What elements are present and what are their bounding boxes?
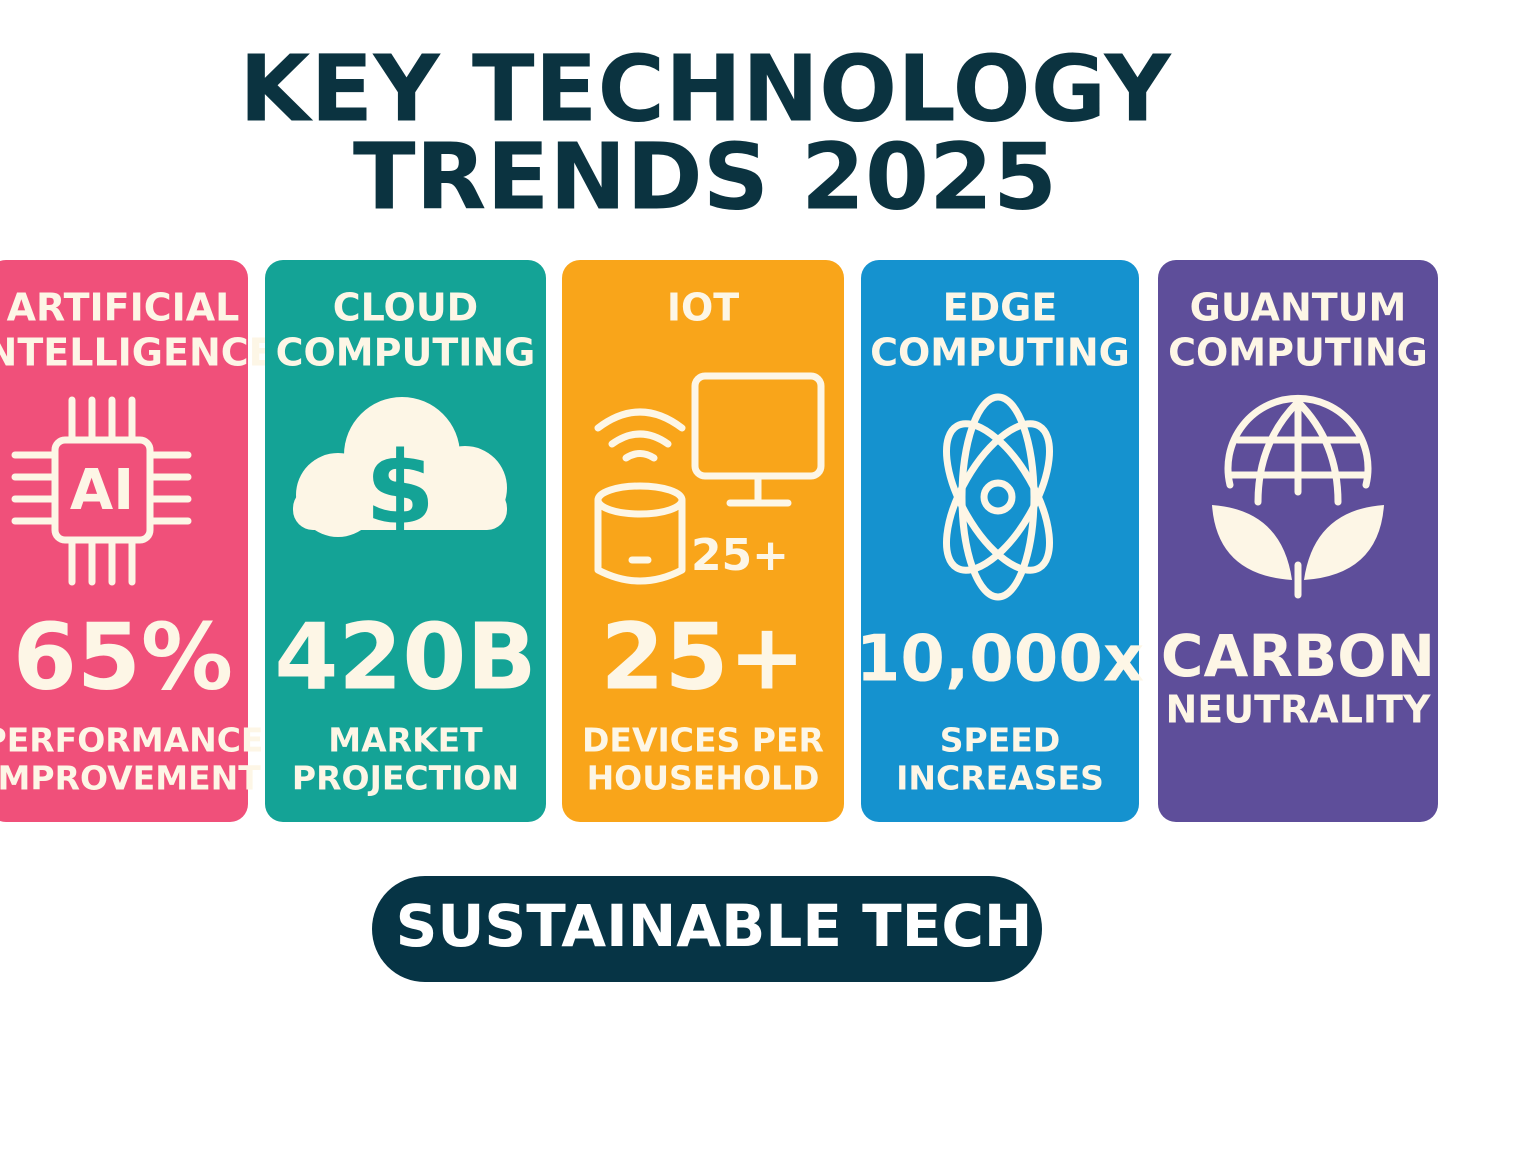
iot-icon [594, 372, 825, 585]
page-title: TRENDS 2025 [353, 123, 1057, 230]
card-title: COMPUTING [1168, 331, 1428, 375]
card-stat: 10,000x [856, 623, 1144, 697]
dollar-sign: $ [365, 429, 435, 546]
chip-icon [11, 396, 192, 586]
button-label[interactable]: SUSTAINABLE TECH [396, 892, 1033, 960]
card-label: HOUSEHOLD [587, 759, 820, 798]
card-label: DEVICES PER [582, 721, 824, 760]
iot-count: 25+ [691, 530, 789, 581]
card-title: COMPUTING [276, 331, 536, 375]
card-stat: 65% [13, 603, 233, 710]
card-title: INTELLIGENCE [0, 331, 275, 375]
card-title: COMPUTING [870, 331, 1130, 375]
card [861, 260, 1139, 822]
chip-label: AI [70, 458, 134, 523]
card [562, 260, 844, 822]
globe-icon [1224, 394, 1372, 599]
card [265, 260, 546, 822]
card-stat: CARBON [1161, 622, 1435, 690]
card-title: EDGE [943, 286, 1058, 330]
card-label: IMPROVEMENT [0, 759, 261, 798]
atom-icon [942, 393, 1054, 601]
card-label: INCREASES [896, 759, 1104, 798]
card-label: SPEED [940, 721, 1060, 760]
card-title: CLOUD [333, 286, 478, 330]
card-label: MARKET [328, 721, 483, 760]
card-title: IOT [667, 286, 739, 330]
card-label: PERFORMANCE [0, 721, 263, 760]
card-stat: 25+ [600, 603, 805, 710]
leaves [1212, 505, 1384, 580]
cloud-icon [293, 397, 507, 537]
button-bg [372, 876, 1042, 982]
card-title: GUANTUM [1190, 286, 1407, 330]
card-title: ARTIFICIAL [7, 286, 240, 330]
icons: $ AI 25+ [11, 372, 1384, 601]
card-label: NEUTRALITY [1166, 688, 1431, 732]
page-title: KEY TECHNOLOGY [239, 35, 1172, 142]
card-stat: 420B [274, 603, 536, 710]
card-label: PROJECTION [292, 759, 519, 798]
card [1158, 260, 1438, 822]
